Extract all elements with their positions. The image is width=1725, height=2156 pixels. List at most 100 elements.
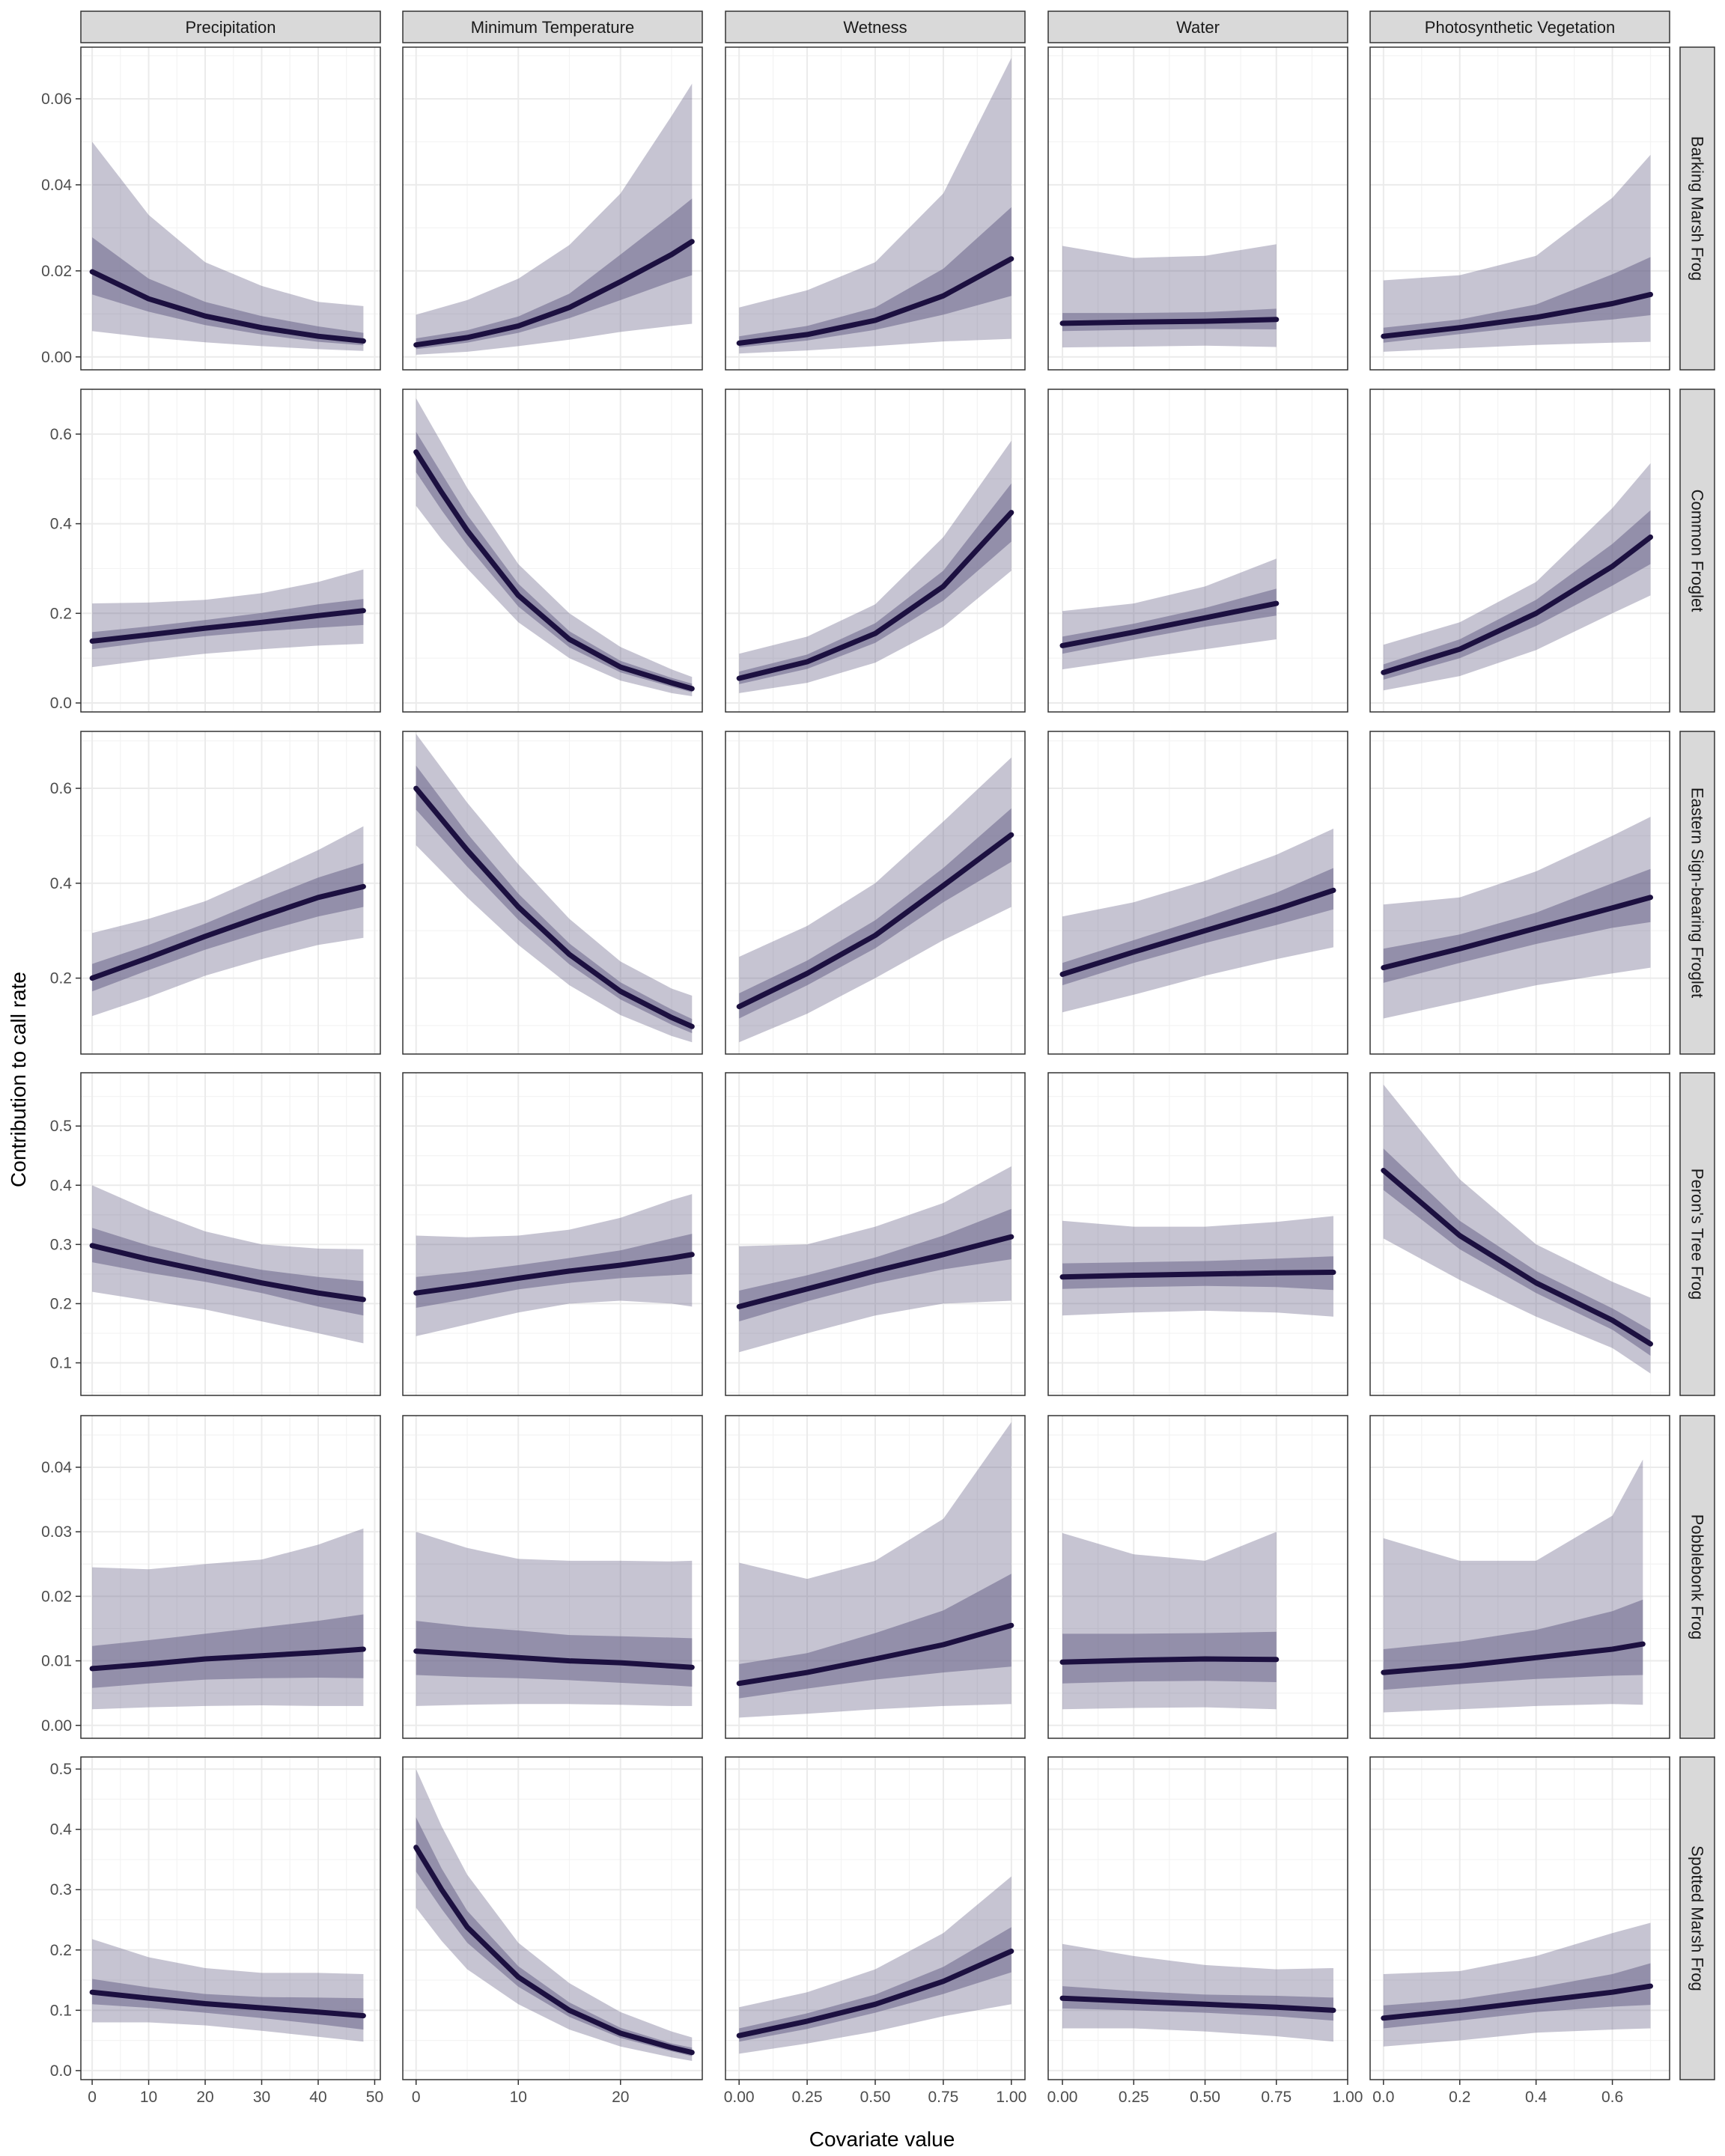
mean-line: [413, 239, 695, 348]
y-tick-label: 0.1: [50, 2002, 72, 2019]
y-tick-label: 0.04: [41, 177, 72, 194]
outer-ribbon: [739, 1876, 1011, 2054]
y-tick-label: 0.04: [41, 1459, 72, 1476]
x-tick-label: 1.00: [996, 2089, 1026, 2106]
inner-ribbon: [416, 765, 693, 1034]
y-tick-label: 0.6: [50, 426, 72, 443]
panel-background: [81, 1757, 380, 2080]
outer-ribbon: [1062, 244, 1277, 348]
y-tick-label: 0.0: [50, 695, 72, 712]
x-tick-label: 50: [366, 2089, 383, 2106]
x-tick-label: 0.25: [1119, 2089, 1149, 2106]
mean-line: [1381, 1641, 1646, 1675]
mean-line: [736, 256, 1014, 346]
mean-line: [736, 1948, 1014, 2038]
panel-border: [725, 1072, 1026, 1396]
panel-border: [725, 389, 1026, 713]
facet-panel: [1369, 389, 1670, 713]
facet-panel: [1369, 1756, 1670, 2080]
facet-panel: [1047, 1072, 1348, 1396]
y-tick-label: 0.4: [50, 875, 73, 892]
y-tick-label: 0.2: [50, 1295, 72, 1312]
x-tick-label: 1.00: [1333, 2089, 1363, 2106]
y-tick-label: 0.02: [41, 263, 72, 280]
panel-border: [80, 731, 381, 1055]
row-strip-label: Peron's Tree Frog: [1688, 1169, 1707, 1300]
mean-line: [89, 269, 366, 344]
panel-border: [402, 731, 703, 1055]
panel-border: [80, 389, 381, 713]
y-tick-label: 0.4: [50, 1177, 73, 1194]
panel-border: [1369, 1756, 1670, 2080]
panel-border: [1047, 1415, 1348, 1739]
panel-border: [402, 1072, 703, 1396]
inner-ribbon: [739, 808, 1011, 1019]
y-tick-label: 0.4: [50, 1821, 73, 1839]
column-strip-label: Water: [1176, 18, 1220, 37]
panel-border: [80, 1072, 381, 1396]
row-strip-label: Pobblebonk Frog: [1688, 1514, 1707, 1640]
mean-line: [89, 1989, 366, 2019]
column-strip-label: Wetness: [843, 18, 907, 37]
facet-panel: [725, 1756, 1026, 2080]
mean-line: [1059, 317, 1280, 326]
row-strip-label: Barking Marsh Frog: [1688, 136, 1707, 281]
inner-ribbon: [739, 483, 1011, 684]
panel-border: [1369, 46, 1670, 371]
facet-panel: [1369, 731, 1670, 1055]
mean-line: [1381, 291, 1653, 339]
x-tick-label: 0.75: [1261, 2089, 1292, 2106]
panel-border: [402, 46, 703, 371]
x-tick-label: 0.50: [1190, 2089, 1220, 2106]
x-tick-label: 0.6: [1601, 2089, 1623, 2106]
mean-line: [413, 1648, 695, 1670]
y-tick-label: 0.3: [50, 1236, 72, 1253]
mean-line: [1059, 1270, 1336, 1280]
column-strip-label: Photosynthetic Vegetation: [1425, 18, 1615, 37]
x-tick-label: 0.00: [724, 2089, 755, 2106]
inner-ribbon: [1383, 868, 1651, 983]
panel-border: [80, 1756, 381, 2080]
facet-panel: [725, 1415, 1026, 1739]
mean-line: [1381, 895, 1653, 971]
mean-line: [736, 510, 1014, 681]
row-strip-label: Common Froglet: [1688, 490, 1707, 612]
column-strip: [80, 10, 381, 43]
column-strip-label: Minimum Temperature: [471, 18, 634, 37]
mean-line: [413, 449, 695, 692]
x-tick-label: 20: [196, 2089, 213, 2106]
y-tick-label: 0.5: [50, 1761, 72, 1778]
column-strip: [725, 10, 1026, 43]
mean-line: [89, 883, 366, 981]
facet-panel: [1369, 46, 1670, 371]
y-tick-label: 0.01: [41, 1653, 72, 1670]
inner-ribbon: [1383, 257, 1651, 343]
x-tick-label: 0.25: [792, 2089, 823, 2106]
inner-ribbon: [92, 1228, 364, 1316]
facet-panel: [80, 1756, 381, 2080]
facet-panel: [1047, 46, 1348, 371]
x-tick-label: 20: [612, 2089, 629, 2106]
x-tick-label: 0.50: [860, 2089, 891, 2106]
facet-panel: [1369, 1072, 1670, 1396]
y-tick-label: 0.6: [50, 780, 72, 797]
panel-border: [80, 46, 381, 371]
inner-ribbon: [92, 237, 364, 346]
facet-panel: [402, 1756, 703, 2080]
inner-ribbon: [739, 207, 1011, 348]
x-tick-label: 0.00: [1047, 2089, 1078, 2106]
facet-panel: [80, 731, 381, 1055]
row-strip: [1679, 1415, 1715, 1739]
y-tick-label: 0.2: [50, 605, 72, 622]
inner-ribbon: [739, 1574, 1011, 1699]
inner-ribbon: [739, 1208, 1011, 1322]
facet-panel: [402, 1415, 703, 1739]
x-tick-label: 0.0: [1372, 2089, 1394, 2106]
panel-border: [1047, 1072, 1348, 1396]
y-tick-label: 0.3: [50, 1881, 72, 1898]
outer-ribbon: [1062, 1532, 1277, 1710]
panel-border: [1047, 389, 1348, 713]
x-axis-title: Covariate value: [809, 2128, 955, 2151]
panel-border: [725, 731, 1026, 1055]
x-tick-label: 40: [309, 2089, 326, 2106]
